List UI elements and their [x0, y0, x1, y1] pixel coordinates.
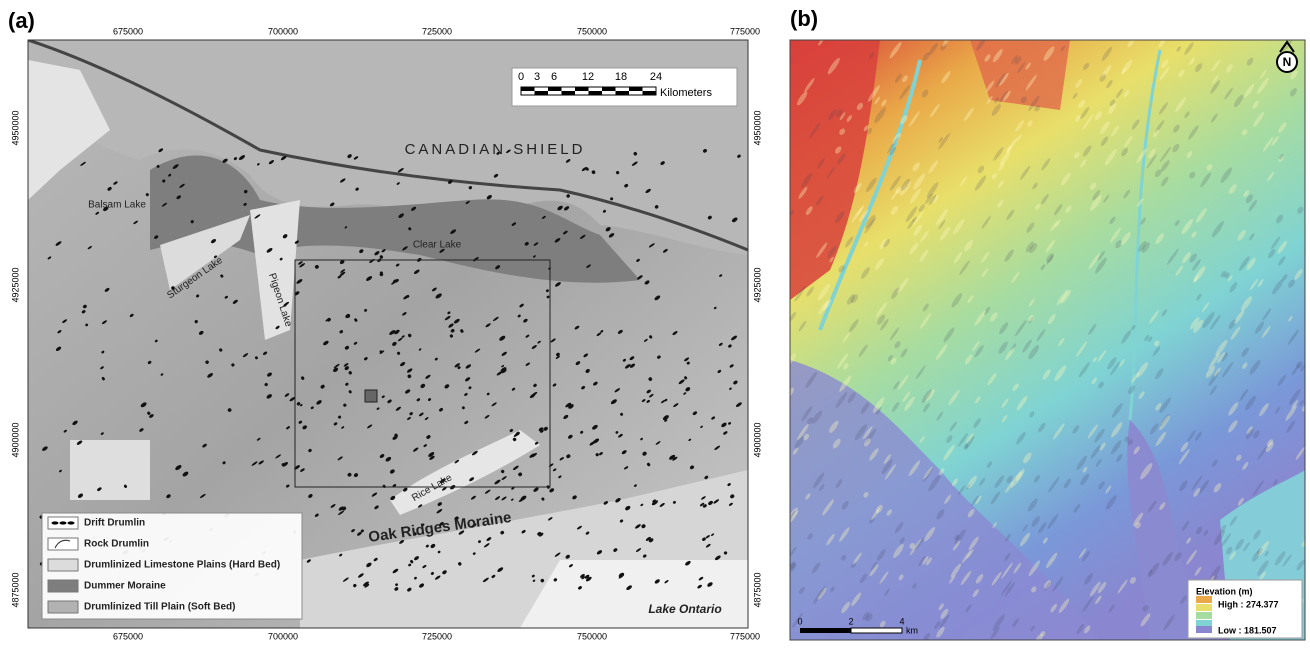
scale-seg: [851, 628, 902, 633]
y-tick-label: 4900000: [752, 422, 762, 457]
y-tick-label: 4900000: [10, 422, 20, 457]
x-tick-label: 675000: [113, 631, 143, 641]
scale-tick: 2: [848, 616, 853, 626]
place-label: Clear Lake: [413, 240, 462, 251]
scale-tick: 0: [518, 71, 524, 83]
x-tick-label: 750000: [577, 26, 607, 36]
north-label: N: [1283, 55, 1292, 69]
scale-tick: 12: [582, 71, 594, 83]
x-tick-label: 725000: [422, 26, 452, 36]
legend-swatch: [48, 559, 78, 571]
x-tick-label: 775000: [730, 631, 760, 641]
scale-seg: [800, 628, 851, 633]
legend-swatch: [48, 538, 78, 550]
scale-seg: [521, 87, 535, 91]
legend-ramp: [1196, 596, 1212, 603]
legend-label: Dummer Moraine: [84, 581, 166, 592]
legend-ramp: [1196, 612, 1212, 619]
x-tick-label: 700000: [268, 26, 298, 36]
legend-title: Elevation (m): [1196, 586, 1253, 596]
x-tick-label: 775000: [730, 26, 760, 36]
legend-label: Drift Drumlin: [84, 518, 145, 529]
legend-ramp: [1196, 626, 1212, 633]
scale-tick: 18: [615, 71, 627, 83]
legend-icon: [60, 521, 67, 524]
place-label: Lake Ontario: [648, 602, 721, 616]
scale-seg: [602, 87, 616, 91]
scale-seg: [575, 87, 589, 91]
y-tick-label: 4950000: [10, 110, 20, 145]
legend-label: Drumlinized Limestone Plains (Hard Bed): [84, 560, 280, 571]
scale-unit: Kilometers: [660, 87, 712, 99]
y-tick-label: 4925000: [752, 267, 762, 302]
scale-seg: [643, 91, 657, 95]
legend-ramp: [1196, 604, 1212, 611]
y-tick-label: 4875000: [752, 572, 762, 607]
y-tick-label: 4925000: [10, 267, 20, 302]
legend-swatch: [48, 601, 78, 613]
scale-tick: 0: [797, 616, 802, 626]
place-label: Balsam Lake: [88, 200, 146, 211]
x-tick-label: 675000: [113, 26, 143, 36]
legend-icon: [52, 521, 59, 524]
legend-high: High : 274.377: [1218, 599, 1279, 609]
legend-label: Rock Drumlin: [84, 539, 149, 550]
scale-seg: [616, 91, 630, 95]
region-label: CANADIAN SHIELD: [405, 141, 586, 158]
scale-seg: [535, 91, 549, 95]
scale-seg: [589, 91, 603, 95]
figure: (a) (b) 675000 675000 700000 700000 725000 7250…: [0, 0, 1310, 648]
page: (a) (b) 675000 675000 700000 700000 725000 7250…: [0, 0, 1310, 653]
legend-low: Low : 181.507: [1218, 625, 1277, 635]
scale-seg: [562, 91, 576, 95]
x-tick-label: 725000: [422, 631, 452, 641]
legend-icon: [68, 521, 75, 524]
panel-label: (a): [8, 8, 35, 33]
panel-label: (b): [790, 6, 818, 31]
legend-ramp: [1196, 620, 1212, 627]
scale-tick: 4: [899, 616, 904, 626]
scale-tick: 24: [650, 71, 662, 83]
scale-tick: 6: [551, 71, 557, 83]
legend-swatch: [48, 580, 78, 592]
y-tick-label: 4875000: [10, 572, 20, 607]
scale-seg: [548, 87, 562, 91]
x-tick-label: 750000: [577, 631, 607, 641]
scale-tick: 3: [534, 71, 540, 83]
map-b: [784, 33, 1309, 645]
x-tick-label: 700000: [268, 631, 298, 641]
scale-seg: [629, 87, 643, 91]
y-tick-label: 4950000: [752, 110, 762, 145]
scale-unit: km: [906, 625, 918, 635]
legend-label: Drumlinized Till Plain (Soft Bed): [84, 602, 236, 613]
